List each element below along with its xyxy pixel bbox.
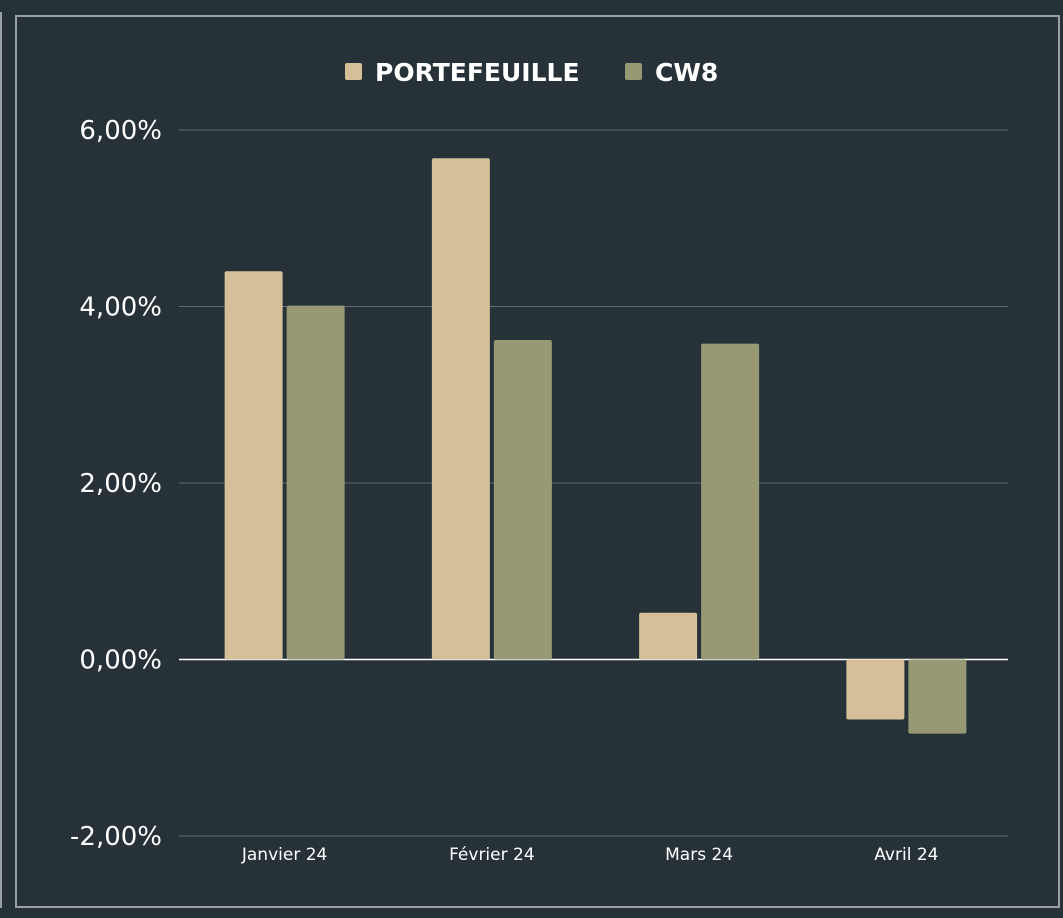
y-tick-label: 4,00% [79, 293, 162, 323]
x-tick-label: Janvier 24 [241, 845, 327, 865]
y-axis: 6,00% 4,00% 2,00% 0,00% -2,00% [70, 116, 162, 852]
x-tick-label: Avril 24 [874, 845, 938, 865]
legend-item-cw8[interactable]: CW8 [625, 58, 718, 87]
bar-cw8-1[interactable] [286, 305, 345, 660]
panel-left-edge [0, 12, 2, 908]
bar-portefeuille-3[interactable] [639, 612, 698, 660]
bar-cw8-3[interactable] [701, 343, 760, 660]
y-tick-label: -2,00% [70, 822, 162, 852]
bar-cw8-2[interactable] [493, 340, 552, 660]
bar-cw8-4[interactable] [908, 659, 967, 734]
y-tick-label: 6,00% [79, 116, 162, 146]
legend-label: CW8 [655, 58, 718, 87]
legend-item-portefeuille[interactable]: PORTEFEUILLE [345, 58, 580, 87]
bar-portefeuille-2[interactable] [431, 158, 490, 660]
bar-portefeuille-4[interactable] [846, 659, 905, 720]
x-tick-label: Mars 24 [665, 845, 733, 865]
y-tick-label: 0,00% [79, 646, 162, 676]
bars [224, 158, 967, 734]
y-tick-label: 2,00% [79, 469, 162, 499]
legend-label: PORTEFEUILLE [375, 58, 580, 87]
legend-swatch [625, 63, 642, 80]
legend-swatch [345, 63, 362, 80]
x-tick-label: Février 24 [449, 845, 535, 865]
legend[interactable]: PORTEFEUILLE CW8 [345, 58, 718, 87]
bar-portefeuille-1[interactable] [224, 271, 283, 660]
x-axis: Janvier 24 Février 24 Mars 24 Avril 24 [241, 845, 939, 865]
